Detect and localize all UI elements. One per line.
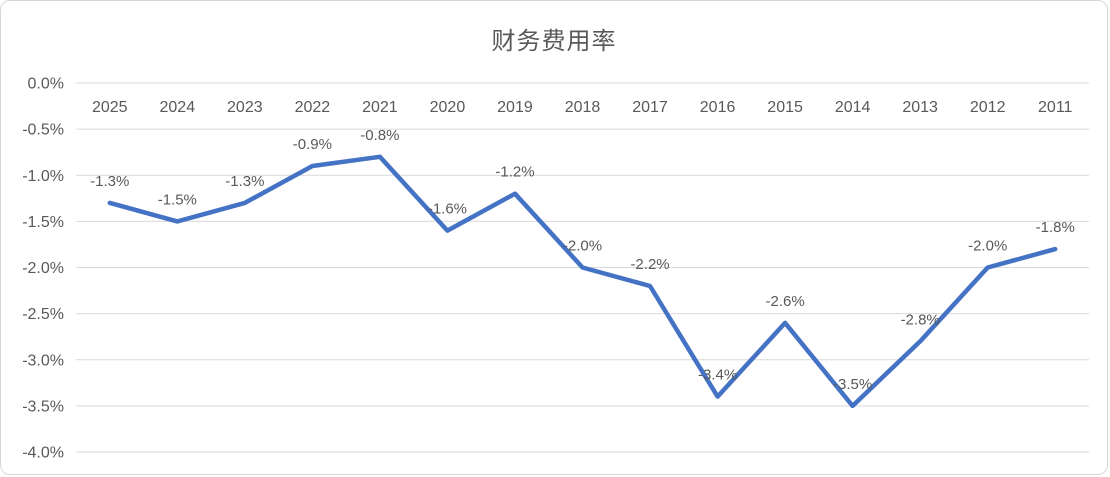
data-label: -1.5% [158, 191, 197, 208]
y-axis-tick-label: -2.0% [22, 260, 64, 277]
x-axis-category-label: 2016 [700, 99, 736, 116]
x-axis-category-label: 2025 [92, 99, 128, 116]
data-label: -2.2% [630, 256, 669, 273]
x-axis-category-label: 2014 [835, 99, 871, 116]
y-axis-tick-label: -0.5% [22, 122, 64, 139]
data-label: -0.8% [360, 127, 399, 144]
data-label: -1.3% [225, 173, 264, 190]
y-axis-tick-label: -1.5% [22, 214, 64, 231]
x-axis-category-label: 2018 [565, 99, 601, 116]
x-axis-category-label: 2015 [767, 99, 803, 116]
y-axis-tick-label: -4.0% [22, 445, 64, 462]
y-axis-tick-label: -3.5% [22, 398, 64, 415]
x-axis-category-label: 2022 [295, 99, 331, 116]
x-axis-category-label: 2017 [632, 99, 668, 116]
data-label: -1.3% [90, 173, 129, 190]
data-label: -1.8% [1036, 219, 1075, 236]
data-label: -3.5% [833, 376, 872, 393]
data-label: -2.8% [901, 311, 940, 328]
x-axis-category-label: 2019 [497, 99, 533, 116]
data-label: -0.9% [293, 136, 332, 153]
y-axis-tick-label: -1.0% [22, 168, 64, 185]
data-label: -3.4% [698, 367, 737, 384]
data-label: -1.6% [428, 201, 467, 218]
chart-title: 财务费用率 [491, 28, 617, 55]
x-axis-category-label: 2021 [362, 99, 398, 116]
x-axis-category-label: 2023 [227, 99, 263, 116]
series-line [107, 154, 1058, 409]
y-axis-tick-label: -3.0% [22, 352, 64, 369]
data-label: -2.6% [766, 293, 805, 310]
data-label: -1.2% [495, 164, 534, 181]
y-axis-tick-label: -2.5% [22, 306, 64, 323]
x-axis-category-label: 2024 [160, 99, 196, 116]
data-label: -2.0% [563, 238, 602, 255]
data-label: -2.0% [968, 238, 1007, 255]
x-axis-category-label: 2012 [970, 99, 1006, 116]
x-axis-category-label: 2020 [430, 99, 466, 116]
x-axis-category-label: 2013 [902, 99, 938, 116]
x-axis-category-label: 2011 [1038, 99, 1073, 116]
y-axis-tick-label: 0.0% [28, 76, 64, 93]
